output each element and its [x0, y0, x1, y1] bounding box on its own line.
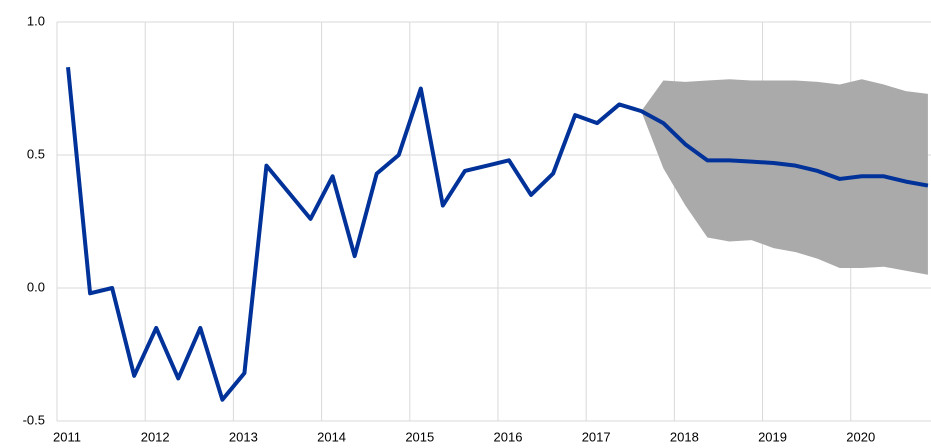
y-tick-label: 0.5 — [27, 146, 45, 161]
x-tick-label: 2020 — [846, 429, 875, 444]
y-tick-label: 0.0 — [27, 279, 45, 294]
forecast-band — [641, 79, 928, 275]
x-tick-label: 2012 — [141, 429, 170, 444]
data-line — [66, 67, 929, 402]
x-tick-label: 2019 — [758, 429, 787, 444]
x-tick-label: 2013 — [229, 429, 258, 444]
y-tick-label: 1.0 — [27, 13, 45, 28]
x-tick-label: 2018 — [670, 429, 699, 444]
x-tick-label: 2017 — [582, 429, 611, 444]
x-tick-label: 2015 — [405, 429, 434, 444]
y-tick-label: -0.5 — [23, 412, 45, 427]
x-tick-label: 2014 — [317, 429, 346, 444]
x-tick-label: 2011 — [53, 429, 81, 444]
x-tick-label: 2016 — [494, 429, 523, 444]
